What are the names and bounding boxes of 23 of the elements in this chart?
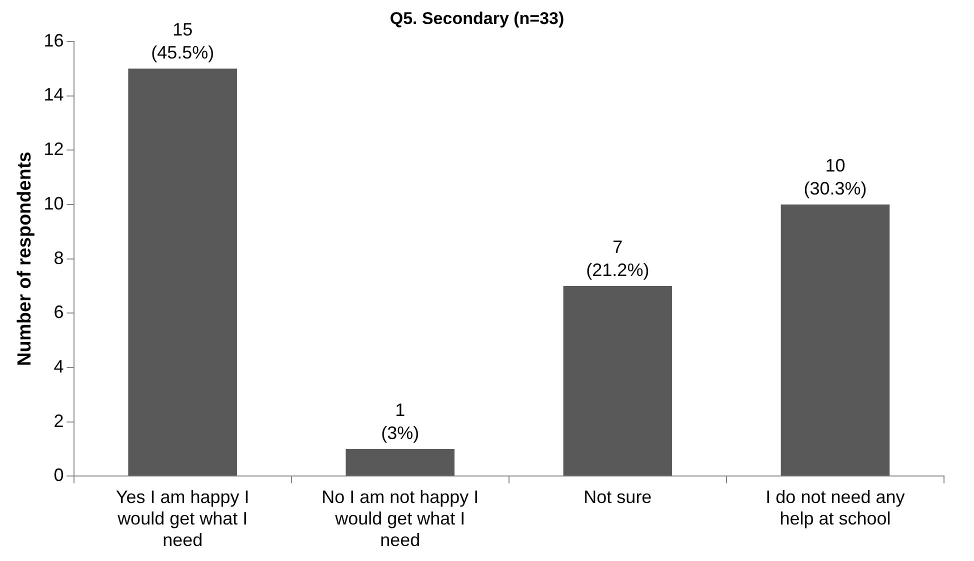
y-tick-label: 2 bbox=[54, 410, 64, 431]
y-tick-label: 12 bbox=[44, 139, 64, 160]
y-tick-label: 4 bbox=[54, 356, 64, 376]
bar bbox=[128, 68, 237, 476]
y-tick-label: 8 bbox=[54, 248, 64, 268]
data-label: 1 (3%) bbox=[381, 400, 420, 443]
x-tick-label: I do not need any help at school bbox=[766, 486, 905, 529]
x-tick-label: Yes I am happy I would get what I need bbox=[116, 486, 250, 550]
y-tick-label: 16 bbox=[44, 30, 64, 50]
x-tick-label: Not sure bbox=[584, 486, 652, 507]
bar bbox=[346, 449, 455, 476]
y-tick-label: 6 bbox=[54, 302, 64, 322]
bar bbox=[780, 204, 890, 476]
data-label: 15 (45.5%) bbox=[151, 20, 214, 63]
y-tick-label: 0 bbox=[54, 465, 64, 486]
bar bbox=[563, 286, 672, 476]
y-tick-label: 14 bbox=[44, 84, 64, 105]
y-axis-title: Number of respondents bbox=[14, 152, 36, 366]
x-tick-label: No I am not happy I would get what I need bbox=[322, 486, 479, 550]
y-tick-label: 10 bbox=[44, 193, 64, 214]
data-label: 7 (21.2%) bbox=[586, 236, 650, 280]
chart-title: Q5. Secondary (n=33) bbox=[390, 8, 564, 28]
data-label: 10 (30.3%) bbox=[804, 155, 867, 198]
